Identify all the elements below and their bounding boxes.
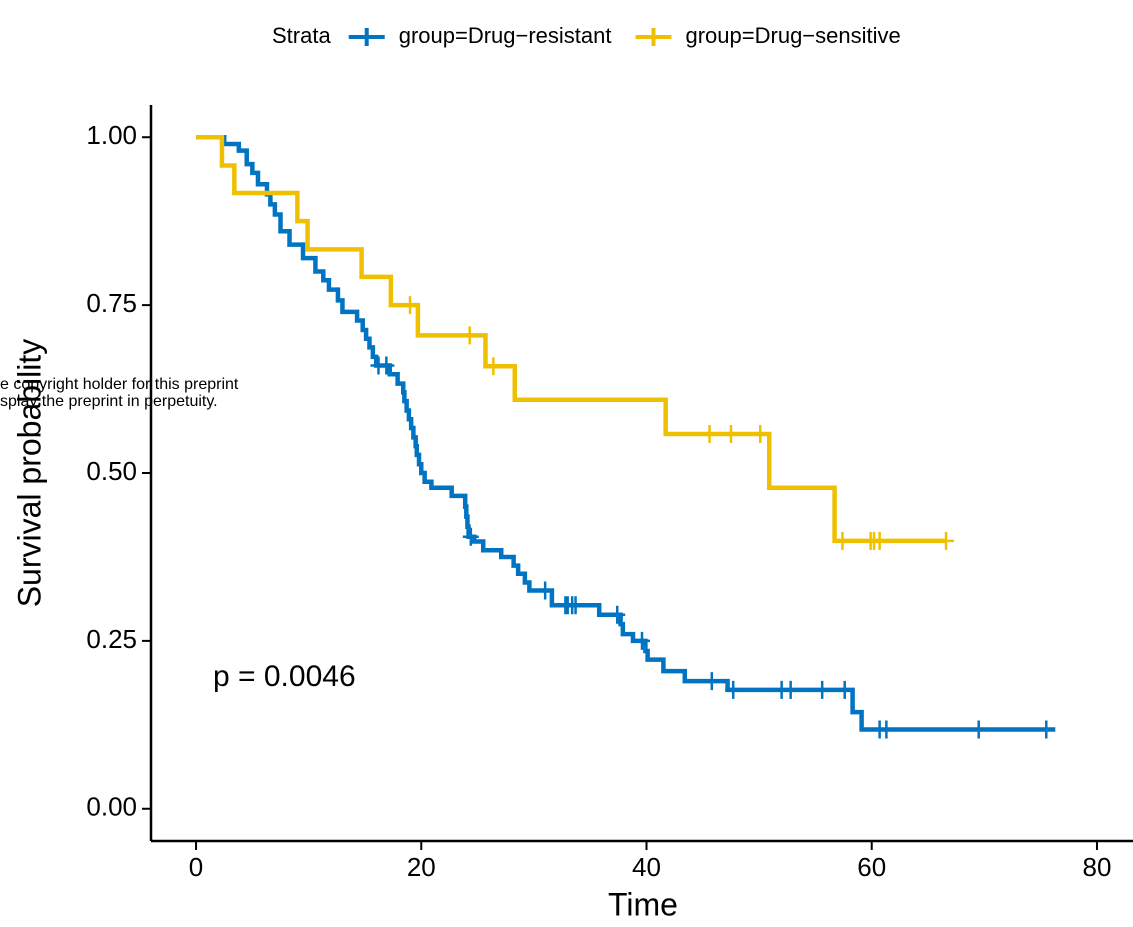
censor-mark	[722, 425, 739, 444]
censor-mark	[634, 631, 650, 650]
y-axis-title: Survival probability	[11, 339, 47, 608]
censor-mark	[567, 596, 584, 615]
y-tick-label: 0.50	[86, 456, 137, 486]
censor-mark	[834, 531, 851, 550]
y-tick-label: 0.75	[86, 288, 137, 318]
censor-mark	[970, 720, 987, 739]
p-value: p = 0.0046	[213, 660, 356, 693]
x-tick-label: 0	[189, 852, 203, 882]
y-tick-label: 0.25	[86, 624, 137, 654]
censor-mark	[461, 326, 478, 345]
x-tick-label: 60	[857, 852, 886, 882]
x-axis-title: Time	[608, 886, 678, 922]
censor-mark	[836, 680, 853, 699]
censor-mark	[878, 720, 895, 739]
censor-mark	[938, 531, 955, 550]
legend-key	[348, 28, 385, 46]
censor-mark	[701, 425, 718, 444]
censor-mark	[609, 605, 626, 624]
censor-mark	[752, 425, 769, 444]
legend-title: Strata	[272, 23, 331, 48]
censor-mark	[1038, 720, 1055, 739]
censor-mark	[782, 680, 799, 699]
censor-mark	[871, 531, 888, 550]
y-tick-label: 1.00	[86, 120, 137, 150]
survival-curve	[196, 134, 947, 544]
legend-label: group=Drug−resistant	[399, 23, 612, 48]
censor-mark	[814, 680, 831, 699]
censor-mark	[485, 357, 502, 376]
y-tick-label: 0.00	[86, 792, 137, 822]
censor-mark	[703, 672, 720, 691]
watermark: splay the preprint in perpetuity.	[0, 393, 218, 410]
censor-mark	[378, 356, 395, 375]
x-tick-label: 40	[632, 852, 661, 882]
legend-key	[635, 28, 672, 46]
censor-mark	[537, 581, 554, 600]
x-tick-label: 20	[407, 852, 436, 882]
censor-mark	[462, 527, 479, 546]
watermark: e copyright holder for this preprint	[0, 376, 239, 393]
survival-curve	[196, 134, 1056, 732]
censor-mark	[402, 296, 419, 315]
x-tick-label: 80	[1083, 852, 1112, 882]
legend-label: group=Drug−sensitive	[686, 23, 901, 48]
censor-mark	[725, 680, 742, 699]
